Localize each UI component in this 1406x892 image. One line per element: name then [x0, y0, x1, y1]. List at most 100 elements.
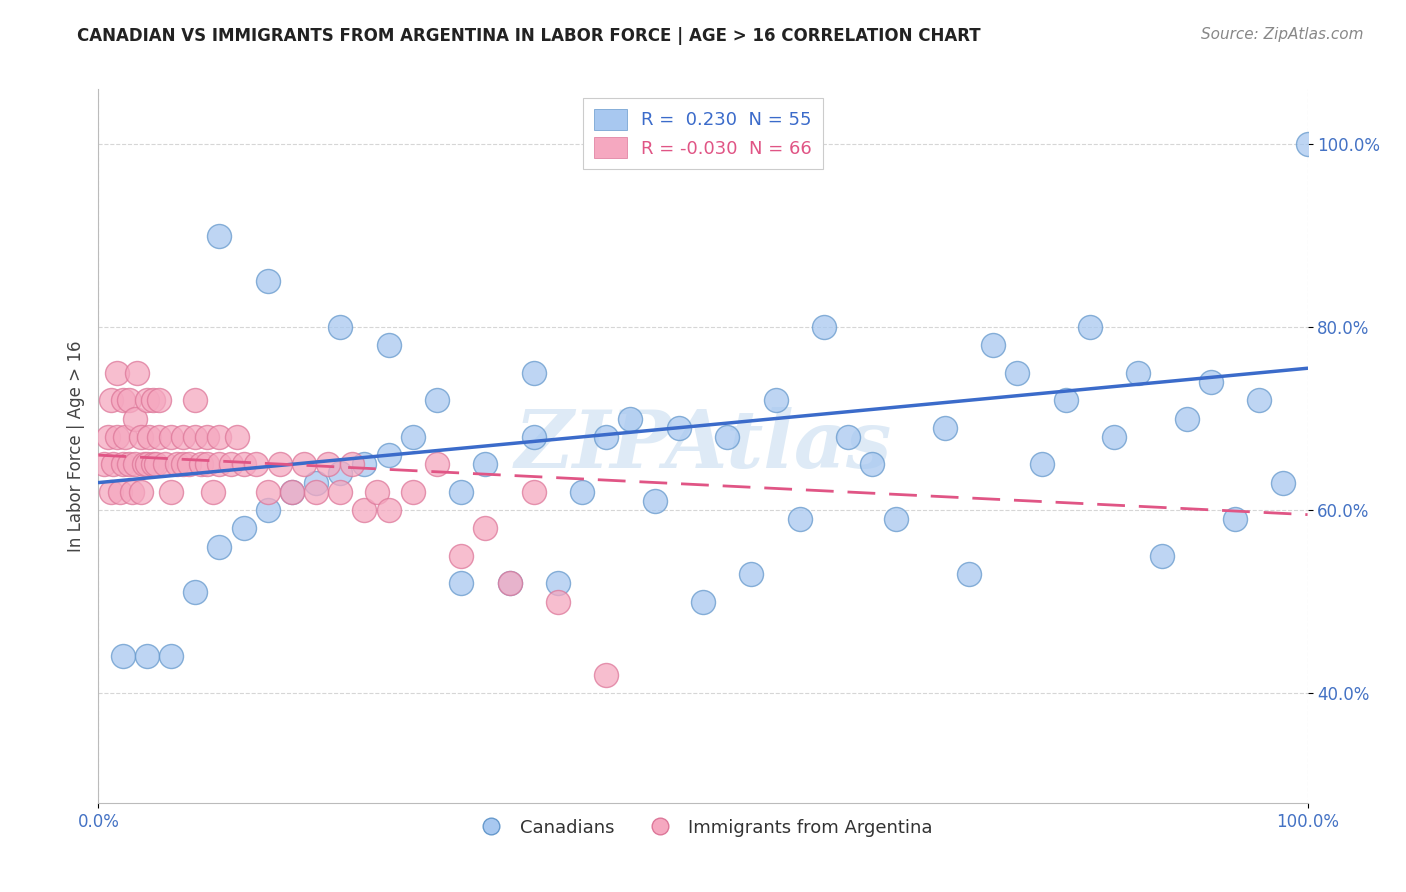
- Point: [111, 393, 134, 408]
- Point: [1296, 137, 1319, 152]
- Point: [135, 393, 157, 408]
- Point: [377, 503, 399, 517]
- Point: [256, 274, 278, 288]
- Point: [547, 576, 569, 591]
- Point: [232, 521, 254, 535]
- Point: [172, 458, 194, 472]
- Text: CANADIAN VS IMMIGRANTS FROM ARGENTINA IN LABOR FORCE | AGE > 16 CORRELATION CHAR: CANADIAN VS IMMIGRANTS FROM ARGENTINA IN…: [77, 27, 981, 45]
- Point: [860, 458, 883, 472]
- Point: [124, 458, 146, 472]
- Point: [190, 458, 212, 472]
- Point: [765, 393, 787, 408]
- Point: [353, 458, 375, 472]
- Point: [426, 393, 449, 408]
- Point: [1102, 430, 1125, 444]
- Point: [426, 458, 449, 472]
- Point: [93, 458, 115, 472]
- Point: [474, 458, 496, 472]
- Point: [1272, 475, 1295, 490]
- Point: [105, 366, 128, 380]
- Point: [886, 512, 908, 526]
- Point: [1249, 393, 1271, 408]
- Point: [281, 484, 304, 499]
- Point: [329, 320, 352, 334]
- Point: [245, 458, 267, 472]
- Point: [474, 521, 496, 535]
- Point: [111, 649, 134, 664]
- Point: [402, 484, 425, 499]
- Point: [135, 649, 157, 664]
- Point: [668, 420, 690, 434]
- Point: [256, 484, 278, 499]
- Point: [1223, 512, 1246, 526]
- Point: [716, 430, 738, 444]
- Point: [108, 484, 131, 499]
- Point: [195, 430, 218, 444]
- Point: [269, 458, 291, 472]
- Text: ZIPAtlas: ZIPAtlas: [515, 408, 891, 484]
- Point: [114, 430, 136, 444]
- Point: [138, 430, 160, 444]
- Point: [256, 503, 278, 517]
- Point: [934, 420, 956, 434]
- Point: [281, 484, 304, 499]
- Point: [789, 512, 811, 526]
- Point: [837, 430, 859, 444]
- Point: [121, 484, 143, 499]
- Point: [195, 458, 218, 472]
- Point: [111, 458, 134, 472]
- Point: [450, 576, 472, 591]
- Point: [450, 549, 472, 563]
- Text: Source: ZipAtlas.com: Source: ZipAtlas.com: [1201, 27, 1364, 42]
- Point: [329, 484, 352, 499]
- Point: [740, 567, 762, 582]
- Point: [1007, 366, 1029, 380]
- Point: [366, 484, 388, 499]
- Point: [1128, 366, 1150, 380]
- Point: [644, 494, 666, 508]
- Point: [377, 448, 399, 462]
- Point: [160, 649, 183, 664]
- Point: [305, 484, 328, 499]
- Point: [292, 458, 315, 472]
- Point: [1199, 375, 1222, 389]
- Point: [595, 667, 617, 681]
- Point: [498, 576, 520, 591]
- Point: [208, 228, 231, 243]
- Point: [184, 430, 207, 444]
- Point: [523, 366, 546, 380]
- Point: [595, 430, 617, 444]
- Point: [100, 393, 122, 408]
- Point: [118, 458, 141, 472]
- Point: [202, 484, 225, 499]
- Point: [145, 458, 167, 472]
- Point: [813, 320, 835, 334]
- Point: [692, 594, 714, 608]
- Point: [305, 475, 328, 490]
- Point: [402, 430, 425, 444]
- Point: [1031, 458, 1053, 472]
- Point: [97, 430, 120, 444]
- Point: [316, 458, 339, 472]
- Point: [226, 430, 249, 444]
- Point: [523, 430, 546, 444]
- Legend: Canadians, Immigrants from Argentina: Canadians, Immigrants from Argentina: [465, 812, 941, 844]
- Point: [142, 393, 165, 408]
- Point: [523, 484, 546, 499]
- Point: [105, 430, 128, 444]
- Point: [166, 458, 188, 472]
- Point: [619, 411, 641, 425]
- Point: [1152, 549, 1174, 563]
- Point: [184, 393, 207, 408]
- Point: [353, 503, 375, 517]
- Point: [981, 338, 1004, 352]
- Point: [124, 411, 146, 425]
- Point: [450, 484, 472, 499]
- Point: [129, 430, 152, 444]
- Point: [221, 458, 243, 472]
- Point: [100, 484, 122, 499]
- Point: [208, 458, 231, 472]
- Point: [148, 393, 170, 408]
- Point: [208, 540, 231, 554]
- Point: [232, 458, 254, 472]
